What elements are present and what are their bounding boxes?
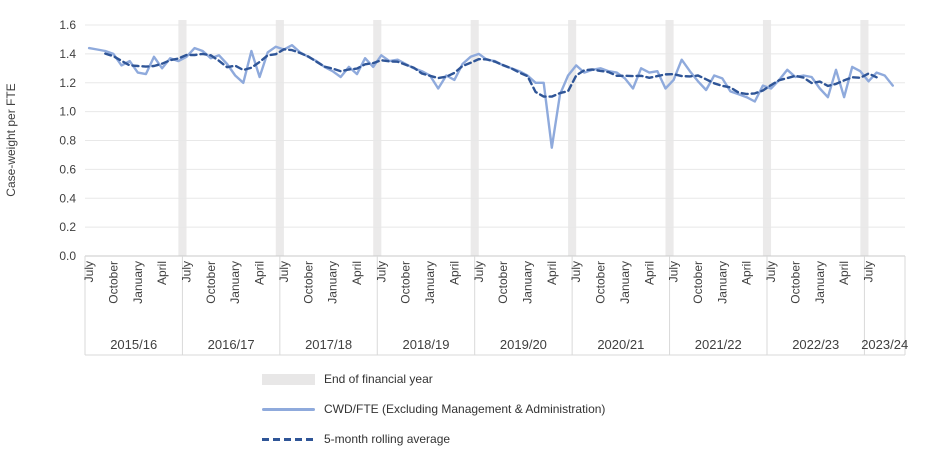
y-tick-labels: 0.0 0.2 0.4 0.6 0.8 1.0 1.2 1.4 1.6 — [59, 18, 76, 263]
year-label: 2021/22 — [695, 337, 742, 352]
year-label: 2018/19 — [402, 337, 449, 352]
y-tick-label: 0.6 — [59, 162, 76, 176]
y-tick-label: 0.8 — [59, 134, 76, 148]
year-label: 2020/21 — [597, 337, 644, 352]
month-tick-label: January — [131, 261, 145, 304]
fy-band — [373, 20, 382, 256]
legend-item-end-of-financial-year: End of financial year — [262, 373, 605, 386]
year-label: 2022/23 — [792, 337, 839, 352]
year-label: 2015/16 — [110, 337, 157, 352]
month-tick-label: January — [813, 261, 827, 304]
legend-label-band: End of financial year — [324, 372, 433, 386]
legend-item-cwd-fte: CWD/FTE (Excluding Management & Administ… — [262, 403, 605, 416]
month-tick-label: January — [326, 261, 340, 304]
month-tick-label: April — [447, 261, 461, 285]
y-tick-label: 0.4 — [59, 191, 76, 205]
month-tick-label: October — [106, 261, 120, 304]
month-tick-label: July — [667, 261, 681, 282]
month-tick-label: July — [472, 261, 486, 282]
y-tick-label: 1.4 — [59, 47, 76, 61]
axis-frame — [84, 255, 906, 356]
y-tick-label: 1.2 — [59, 76, 76, 90]
fy-band — [178, 20, 187, 256]
legend: End of financial year CWD/FTE (Excluding… — [262, 373, 605, 446]
month-tick-label: July — [82, 261, 96, 282]
year-label: 2016/17 — [208, 337, 255, 352]
month-tick-label: October — [496, 261, 510, 304]
legend-item-rolling-average: 5-month rolling average — [262, 433, 605, 446]
y-tick-label: 0.2 — [59, 220, 76, 234]
fy-bands — [178, 20, 869, 256]
year-label: 2019/20 — [500, 337, 547, 352]
fy-band — [665, 20, 674, 256]
y-tick-label: 0.0 — [59, 249, 76, 263]
fy-band — [470, 20, 479, 256]
month-tick-label: July — [277, 261, 291, 282]
month-tick-label: April — [155, 261, 169, 285]
month-tick-label: January — [228, 261, 242, 304]
y-tick-label: 1.0 — [59, 105, 76, 119]
month-tick-label: April — [545, 261, 559, 285]
month-tick-label: October — [594, 261, 608, 304]
legend-label-cwd-fte: CWD/FTE (Excluding Management & Administ… — [324, 402, 606, 416]
y-axis-title: Case-weight per FTE — [4, 83, 18, 196]
month-tick-label: April — [642, 261, 656, 285]
month-tick-label: July — [861, 261, 875, 282]
plot-area: 0.00.20.40.60.81.01.21.41.6 July October J… — [4, 18, 908, 356]
month-tick-label: April — [837, 261, 851, 285]
year-labels: 2015/16 2016/17 2017/18 2018/19 2019/20 2020/… — [110, 337, 908, 352]
fy-band — [762, 20, 772, 256]
month-tick-label: October — [691, 261, 705, 304]
month-tick-label: October — [788, 261, 802, 304]
dashed-line-swatch — [262, 438, 315, 441]
fy-band — [275, 20, 284, 256]
month-tick-label: April — [350, 261, 364, 285]
month-tick-label: July — [374, 261, 388, 282]
month-tick-label: April — [253, 261, 267, 285]
month-tick-label: January — [520, 261, 534, 304]
year-label: 2023/24 — [861, 337, 908, 352]
month-tick-label: January — [715, 261, 729, 304]
solid-line-swatch — [262, 408, 315, 411]
month-tick-label: July — [569, 261, 583, 282]
series-lines — [87, 44, 894, 149]
band-swatch — [262, 374, 315, 385]
year-label: 2017/18 — [305, 337, 352, 352]
month-tick-labels: July October January April July October Januar… — [82, 261, 875, 304]
fy-band — [860, 20, 869, 256]
month-tick-label: January — [423, 261, 437, 304]
month-tick-label: October — [301, 261, 315, 304]
gridlines — [85, 24, 905, 228]
fy-band — [568, 20, 577, 256]
month-tick-label: October — [204, 261, 218, 304]
month-tick-label: October — [399, 261, 413, 304]
month-tick-label: July — [764, 261, 778, 282]
month-tick-label: July — [179, 261, 193, 282]
rolling-average-line — [104, 48, 878, 98]
y-tick-label: 1.6 — [59, 18, 76, 32]
month-tick-label: April — [740, 261, 754, 285]
month-tick-label: January — [618, 261, 632, 304]
legend-label-rolling-average: 5-month rolling average — [324, 432, 451, 446]
